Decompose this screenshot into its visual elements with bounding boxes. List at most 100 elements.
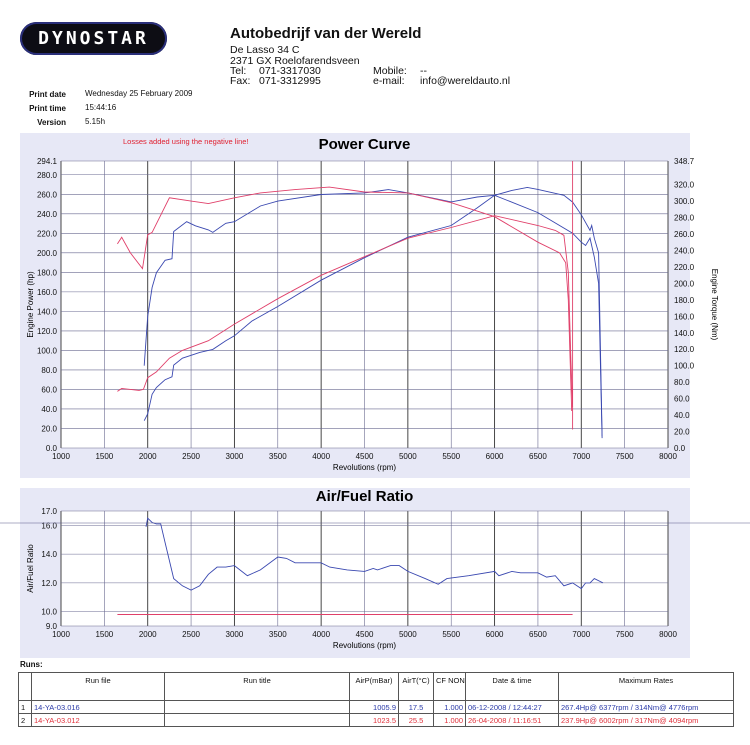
x-tick-label: 3000 [226, 452, 244, 461]
print-date-value: Wednesday 25 February 2009 [85, 89, 193, 98]
col-airt: AirT(°C) [398, 672, 434, 701]
run-airt: 25.5 [398, 713, 434, 727]
x-tick-label: 3500 [269, 452, 287, 461]
y2-axis-label: Engine Torque (Nm) [710, 269, 719, 341]
y2-tick-label: 180.0 [674, 296, 695, 305]
dynostar-logo: DYNOSTAR [20, 22, 167, 55]
version-label: Version [37, 118, 66, 127]
y-tick-label: 10.0 [41, 608, 57, 617]
y2-tick-label: 280.0 [674, 214, 695, 223]
table-row[interactable]: 1 14-YA-03.016 1005.9 17.5 1.000 06-12-2… [18, 700, 734, 714]
print-date-label: Print date [29, 90, 66, 99]
y2-tick-label: 40.0 [674, 411, 690, 420]
y-tick-label: 9.0 [46, 622, 58, 631]
runs-label: Runs: [20, 660, 43, 669]
col-cf: CF NONE [433, 672, 466, 701]
y2-tick-label: 200.0 [674, 279, 695, 288]
y-tick-label: 180.0 [37, 268, 58, 277]
x-tick-label: 4500 [356, 630, 374, 639]
run-airp: 1023.5 [349, 713, 399, 727]
y2-tick-label: 160.0 [674, 312, 695, 321]
y2-tick-label: 348.7 [674, 157, 695, 166]
run-index: 2 [18, 713, 32, 727]
table-row[interactable]: 2 14-YA-03.012 1023.5 25.5 1.000 26-04-2… [18, 713, 734, 727]
version-value: 5.15h [85, 117, 106, 126]
x-tick-label: 3500 [269, 630, 287, 639]
tel-label: Tel: [230, 65, 247, 77]
y-tick-label: 260.0 [37, 190, 58, 199]
col-airp: AirP(mBar) [349, 672, 399, 701]
y2-tick-label: 20.0 [674, 428, 690, 437]
col-date: Date & time [465, 672, 559, 701]
x-axis-label: Revolutions (rpm) [333, 463, 396, 472]
x-tick-label: 7500 [616, 630, 634, 639]
x-tick-label: 7500 [616, 452, 634, 461]
run-index: 1 [18, 700, 32, 714]
address-line-1: De Lasso 34 C [230, 44, 300, 56]
address-line-2: 2371 GX Roelofarendsveen [230, 55, 360, 67]
y2-tick-label: 260.0 [674, 230, 695, 239]
run-airp: 1005.9 [349, 700, 399, 714]
x-tick-label: 5000 [399, 630, 417, 639]
x-axis-label: Revolutions (rpm) [333, 641, 396, 650]
y-tick-label: 200.0 [37, 249, 58, 258]
x-tick-label: 4500 [356, 452, 374, 461]
y2-tick-label: 140.0 [674, 329, 695, 338]
x-tick-label: 1000 [52, 452, 70, 461]
series-line-run-2-torque [117, 186, 573, 412]
x-tick-label: 7000 [572, 630, 590, 639]
y-tick-label: 12.0 [41, 579, 57, 588]
company-name: Autobedrijf van der Wereld [230, 25, 422, 42]
y-tick-label: 120.0 [37, 327, 58, 336]
print-time-label: Print time [29, 104, 66, 113]
y-tick-label: 160.0 [37, 288, 58, 297]
run-airt: 17.5 [398, 700, 434, 714]
y2-tick-label: 300.0 [674, 197, 695, 206]
y-tick-label: 60.0 [41, 385, 57, 394]
run-cf: 1.000 [433, 700, 466, 714]
col-run-file: Run file [31, 672, 165, 701]
y-tick-label: 80.0 [41, 366, 57, 375]
y2-tick-label: 220.0 [674, 263, 695, 272]
chart-title: Air/Fuel Ratio [316, 488, 414, 505]
y2-tick-label: 0.0 [674, 444, 686, 453]
run-max-rates: 267.4Hp@ 6377rpm / 314Nm@ 4776rpm [558, 700, 734, 714]
email-value: info@wereldauto.nl [420, 75, 511, 87]
x-tick-label: 2000 [139, 452, 157, 461]
x-tick-label: 5500 [442, 630, 460, 639]
fax-label: Fax: [230, 75, 251, 87]
y2-tick-label: 240.0 [674, 246, 695, 255]
series-line-run-1-power [143, 186, 603, 437]
x-tick-label: 6500 [529, 630, 547, 639]
x-tick-label: 5500 [442, 452, 460, 461]
run-title [164, 700, 350, 714]
y-tick-label: 16.0 [41, 521, 57, 530]
series-line-run-1-afr [145, 517, 604, 591]
y2-tick-label: 100.0 [674, 362, 695, 371]
email-label: e-mail: [373, 75, 405, 87]
y-tick-label: 280.0 [37, 171, 58, 180]
x-tick-label: 7000 [572, 452, 590, 461]
y2-tick-label: 120.0 [674, 345, 695, 354]
y-tick-label: 0.0 [46, 444, 58, 453]
y-tick-label: 14.0 [41, 550, 57, 559]
chart-note: Losses added using the negative line! [123, 137, 249, 146]
tel-value: 071-3317030 [259, 65, 321, 77]
x-tick-label: 1000 [52, 630, 70, 639]
run-file[interactable]: 14-YA-03.016 [31, 700, 165, 714]
x-tick-label: 8000 [659, 452, 677, 461]
runs-table: Run file Run title AirP(mBar) AirT(°C) C… [18, 672, 734, 727]
y-tick-label: 100.0 [37, 346, 58, 355]
y-tick-label: 294.1 [37, 157, 58, 166]
y-axis-label: Engine Power (hp) [26, 271, 35, 338]
mobile-label: Mobile: [373, 65, 407, 77]
x-tick-label: 4000 [312, 452, 330, 461]
series-line-run-1-torque [143, 189, 603, 439]
y-tick-label: 240.0 [37, 210, 58, 219]
x-tick-label: 1500 [95, 452, 113, 461]
y-tick-label: 220.0 [37, 229, 58, 238]
col-index [18, 672, 32, 701]
run-file[interactable]: 14-YA-03.012 [31, 713, 165, 727]
y2-tick-label: 60.0 [674, 395, 690, 404]
